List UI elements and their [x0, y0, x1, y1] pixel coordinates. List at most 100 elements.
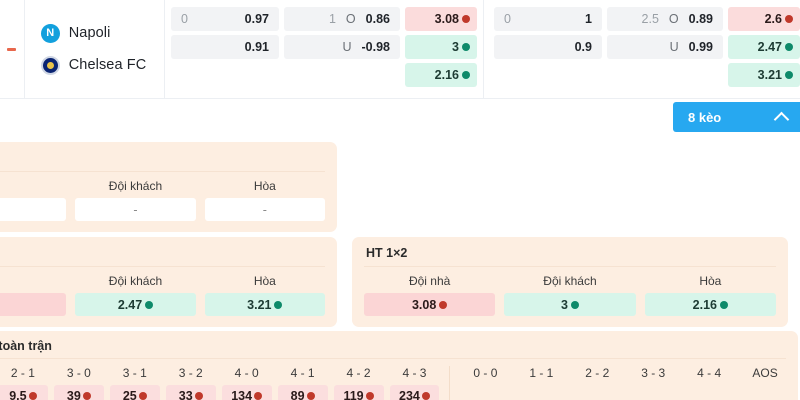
column-value[interactable]: 3.21: [204, 293, 325, 316]
divider: [0, 171, 325, 172]
column-header: Hòa: [253, 274, 276, 288]
column-home[interactable]: Đội nhà 3.08: [364, 274, 496, 316]
score-cell-draw[interactable]: 4 - 4: [684, 366, 734, 400]
favorite-column[interactable]: [0, 0, 25, 98]
score-cell[interactable]: 4 - 2 119: [333, 366, 384, 400]
score-value[interactable]: [684, 385, 734, 400]
score-value[interactable]: 234: [389, 385, 440, 400]
column-value[interactable]: 2.16: [644, 293, 776, 316]
score-cell[interactable]: 3 - 1 25: [109, 366, 160, 400]
score-value[interactable]: 25: [109, 385, 160, 400]
handicap-cell[interactable]: 0 0.97: [171, 7, 279, 31]
score-cell-draw[interactable]: 2 - 2: [572, 366, 622, 400]
score-cell-draw[interactable]: 1 - 1: [516, 366, 566, 400]
score-value[interactable]: 134: [221, 385, 272, 400]
teams-column[interactable]: Napoli Chelsea FC: [25, 0, 165, 98]
trend-down-icon: [719, 300, 728, 309]
overunder-cell[interactable]: U 0.99: [607, 35, 723, 59]
chevron-up-icon: [773, 111, 790, 127]
onextwo-draw-value: 2.16: [434, 68, 459, 82]
score-label: 4 - 2: [346, 366, 371, 380]
score-value[interactable]: [628, 385, 678, 400]
overunder-cell[interactable]: 1 O 0.86: [284, 7, 400, 31]
overunder-cell[interactable]: U -0.98: [284, 35, 400, 59]
trend-up-icon: [28, 392, 37, 400]
home-team[interactable]: Napoli: [40, 23, 164, 43]
column-value[interactable]: [0, 198, 67, 221]
score-cell[interactable]: 4 - 1 89: [277, 366, 328, 400]
score-label: 2 - 1: [10, 366, 35, 380]
score-cell[interactable]: 4 - 0 134: [221, 366, 272, 400]
panel-ht-left-columns: Đội khách 2.47 Hòa 3.21: [0, 267, 337, 327]
panel-ht-left: Đội khách 2.47 Hòa 3.21: [0, 237, 337, 327]
column-value[interactable]: 2.47: [75, 293, 196, 316]
column-value[interactable]: 3.08: [364, 293, 496, 316]
column-header: Đội nhà: [408, 274, 451, 288]
ou-line: 1: [328, 12, 336, 26]
score-cell[interactable]: 2 - 1 9.5: [0, 366, 48, 400]
handicap-cell[interactable]: 0.9: [494, 35, 602, 59]
score-label: 4 - 1: [290, 366, 315, 380]
napoli-crest-icon: [40, 23, 60, 43]
score-value[interactable]: 89: [277, 385, 328, 400]
score-cell-draw[interactable]: AOS: [740, 366, 790, 400]
score-value[interactable]: 39: [53, 385, 104, 400]
column-away[interactable]: Đội khách -: [75, 179, 196, 221]
column-draw[interactable]: Hòa 2.16: [644, 274, 776, 316]
column-home[interactable]: [0, 179, 67, 221]
score-value[interactable]: 119: [333, 385, 384, 400]
score-cell[interactable]: 3 - 2 33: [165, 366, 216, 400]
onextwo-draw-cell[interactable]: 3.21: [728, 63, 800, 87]
score-value[interactable]: 9.5: [0, 385, 48, 400]
score-value[interactable]: [740, 385, 790, 400]
overunder-cell[interactable]: 2.5 O 0.89: [607, 7, 723, 31]
column-draw[interactable]: Hòa 3.21: [204, 274, 325, 316]
onextwo-home-value: 2.6: [764, 12, 782, 26]
ou-odds: 0.99: [688, 40, 713, 54]
trend-up-icon: [194, 392, 203, 400]
score-cell[interactable]: 3 - 0 39: [53, 366, 104, 400]
column-value[interactable]: [0, 293, 67, 316]
odds-value: 25: [122, 389, 137, 400]
trend-up-icon: [785, 15, 793, 23]
trend-up-icon: [82, 392, 91, 400]
onextwo-draw-cell[interactable]: 2.16: [405, 63, 477, 87]
column-value[interactable]: -: [204, 198, 325, 221]
keo-bar: 8 kèo: [0, 99, 800, 137]
column-away[interactable]: Đội khách 3: [504, 274, 636, 316]
ou-side: U: [669, 40, 679, 54]
handicap-cell[interactable]: 0 1: [494, 7, 602, 31]
score-value[interactable]: [460, 385, 510, 400]
column-header: Đội khách: [543, 274, 597, 288]
onextwo-away-value: 3: [452, 40, 459, 54]
keo-toggle-button[interactable]: 8 kèo: [673, 102, 800, 132]
score-value[interactable]: [572, 385, 622, 400]
away-team[interactable]: Chelsea FC: [40, 55, 164, 75]
column-value[interactable]: -: [75, 198, 196, 221]
odds-group-1: 0 0.97 1 O 0.86 3.08: [165, 0, 477, 98]
panel-ft-columns: Đội khách - Hòa -: [0, 172, 337, 232]
score-cell-draw[interactable]: 3 - 3: [628, 366, 678, 400]
column-home[interactable]: [0, 274, 67, 316]
onextwo-away-cell[interactable]: 3: [405, 35, 477, 59]
panel-ft-title: [0, 142, 337, 171]
trend-up-icon: [306, 392, 315, 400]
score-cell[interactable]: 4 - 3 234: [389, 366, 440, 400]
odds-value: 3.21: [247, 297, 272, 312]
ou-side: O: [345, 12, 356, 26]
ou-side: U: [342, 40, 352, 54]
score-value[interactable]: [516, 385, 566, 400]
divider: [364, 266, 776, 267]
handicap-cell[interactable]: 0.91: [171, 35, 279, 59]
score-cell-draw[interactable]: 0 - 0: [460, 366, 510, 400]
ou-odds: 0.86: [365, 12, 390, 26]
onextwo-home-cell[interactable]: 2.6: [728, 7, 800, 31]
onextwo-home-cell[interactable]: 3.08: [405, 7, 477, 31]
column-value[interactable]: 3: [504, 293, 636, 316]
column-draw[interactable]: Hòa -: [204, 179, 325, 221]
column-away[interactable]: Đội khách 2.47: [75, 274, 196, 316]
odds-value: 2.16: [692, 297, 717, 312]
onextwo-away-cell[interactable]: 2.47: [728, 35, 800, 59]
overunder-spacer: [284, 63, 400, 87]
score-value[interactable]: 33: [165, 385, 216, 400]
